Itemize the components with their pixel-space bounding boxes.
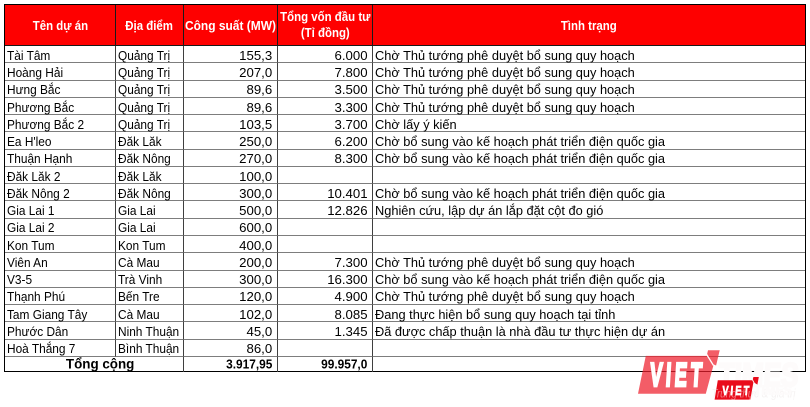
svg-text:Trung thực & giá trị: Trung thực & giá trị [712,389,796,401]
svg-text:VIET: VIET [722,383,752,398]
svg-text:Trung thực & giá trị: Trung thực & giá trị [712,389,796,401]
svg-text:TIMES: TIMES [753,383,792,398]
